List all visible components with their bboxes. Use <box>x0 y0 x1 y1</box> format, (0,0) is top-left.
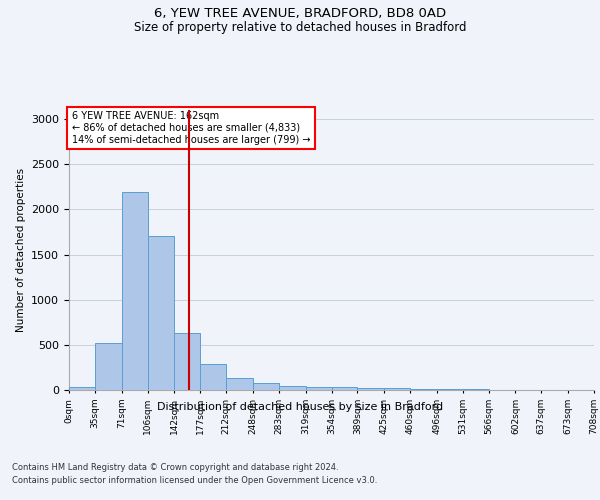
Text: Contains public sector information licensed under the Open Government Licence v3: Contains public sector information licen… <box>12 476 377 485</box>
Bar <box>174 332 200 390</box>
Text: 6, YEW TREE AVENUE, BRADFORD, BD8 0AD: 6, YEW TREE AVENUE, BRADFORD, BD8 0AD <box>154 8 446 20</box>
Bar <box>331 388 358 390</box>
Text: Contains HM Land Registry data © Crown copyright and database right 2024.: Contains HM Land Registry data © Crown c… <box>12 462 338 471</box>
Bar <box>279 386 305 390</box>
Y-axis label: Number of detached properties: Number of detached properties <box>16 168 26 332</box>
Bar <box>122 192 148 390</box>
Bar <box>226 378 253 390</box>
Bar <box>437 389 463 390</box>
Bar <box>148 236 174 390</box>
Text: Size of property relative to detached houses in Bradford: Size of property relative to detached ho… <box>134 21 466 34</box>
Bar <box>358 388 384 390</box>
Bar <box>305 387 331 390</box>
Bar <box>69 388 95 390</box>
Text: 6 YEW TREE AVENUE: 162sqm
← 86% of detached houses are smaller (4,833)
14% of se: 6 YEW TREE AVENUE: 162sqm ← 86% of detac… <box>71 112 310 144</box>
Text: Distribution of detached houses by size in Bradford: Distribution of detached houses by size … <box>157 402 443 412</box>
Bar <box>200 364 226 390</box>
Bar <box>410 388 437 390</box>
Bar <box>95 342 122 390</box>
Bar <box>253 383 279 390</box>
Bar <box>384 388 410 390</box>
